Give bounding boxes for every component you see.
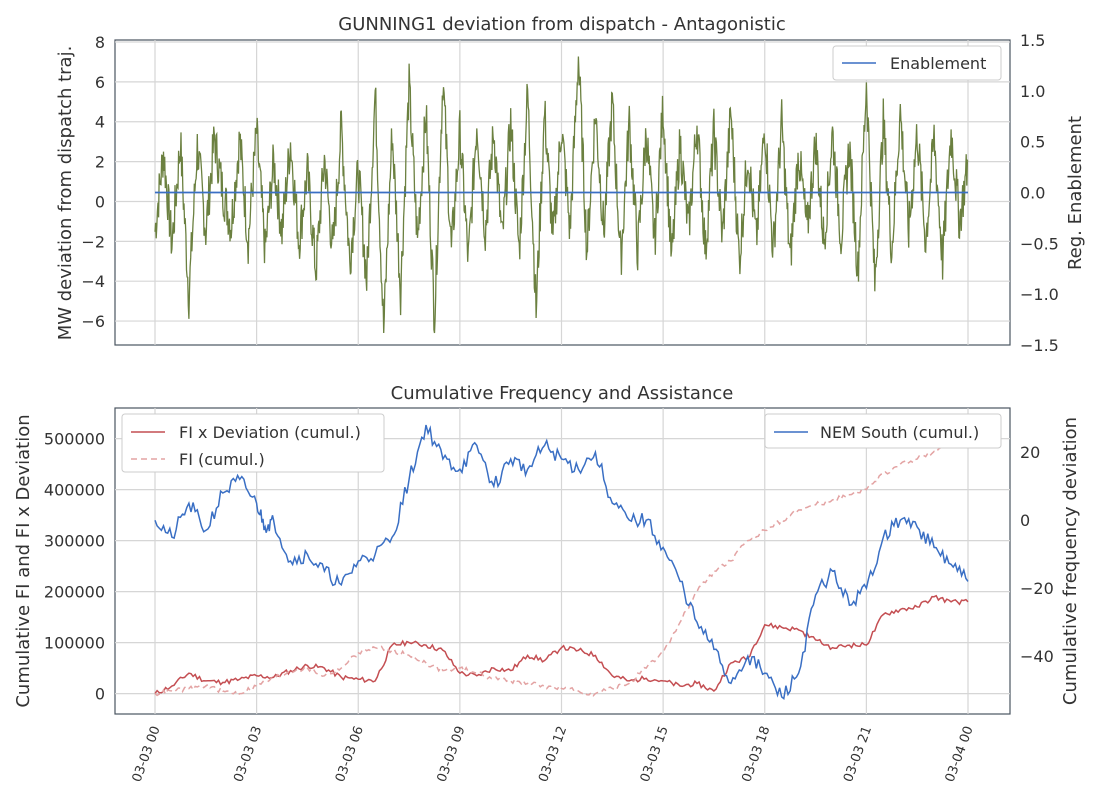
bottom-legend-right: NEM South (cumul.) — [764, 413, 1002, 449]
top-right-y-tick-label: 0.5 — [1020, 133, 1045, 152]
top-right-y-tick-label: 0.0 — [1020, 184, 1045, 203]
bottom-left-y-tick-label: 100000 — [44, 634, 105, 653]
bottom-right-y-axis-label: Cumulative frequency deviation — [1060, 417, 1081, 705]
bottom-left-y-tick-label: 400000 — [44, 481, 105, 500]
bottom-right-y-tick-label: −40 — [1020, 647, 1054, 666]
legend-label-fi: FI (cumul.) — [179, 450, 265, 469]
top-right-y-tick-label: −1.5 — [1020, 336, 1059, 355]
bottom-legend-right-box — [764, 413, 1002, 449]
bottom-left-y-tick-label: 300000 — [44, 532, 105, 551]
bottom-left-y-tick-label: 500000 — [44, 430, 105, 449]
top-left-y-tick-label: 8 — [95, 33, 105, 52]
legend-label-fi-x-deviation: FI x Deviation (cumul.) — [179, 423, 361, 442]
top-series — [154, 56, 969, 334]
bottom-right-y-tick-label: −20 — [1020, 579, 1054, 598]
top-legend: Enablement — [832, 45, 1002, 81]
bottom-right-y-tick-label: 0 — [1020, 511, 1030, 530]
bottom-right-y-tick-label: 20 — [1020, 443, 1040, 462]
top-right-y-ticks: 1.5 1.0 0.5 0.0 −0.5 −1.0 −1.5 — [1020, 31, 1059, 355]
bottom-series — [154, 424, 969, 700]
bottom-right-y-ticks: 20 0 −20 −40 — [1020, 443, 1054, 666]
top-legend-label-enablement: Enablement — [890, 54, 986, 73]
bottom-x-tick-label: 03-03 18 — [739, 724, 773, 784]
bottom-x-tick-label: 03-03 09 — [435, 724, 469, 784]
bottom-chart: 500000 400000 300000 200000 100000 0 20 0 −20 −4… — [13, 383, 1081, 784]
top-gridlines — [115, 40, 1010, 345]
series-line-fi — [154, 435, 969, 697]
top-right-y-tick-label: 1.0 — [1020, 82, 1045, 101]
top-right-y-tick-label: 1.5 — [1020, 31, 1045, 50]
top-left-y-axis-label: MW deviation from dispatch traj. — [55, 46, 76, 341]
top-left-y-tick-label: 6 — [95, 73, 105, 92]
top-left-y-tick-label: −4 — [81, 272, 105, 291]
bottom-x-tick-label: 03-04 00 — [943, 724, 977, 784]
series-line-nem-south — [154, 424, 969, 700]
top-right-y-tick-label: −0.5 — [1020, 234, 1059, 253]
top-left-y-tick-label: 0 — [95, 192, 105, 211]
top-chart-title: GUNNING1 deviation from dispatch - Antag… — [338, 14, 786, 35]
bottom-left-y-tick-label: 200000 — [44, 583, 105, 602]
top-left-y-tick-label: 2 — [95, 153, 105, 172]
bottom-left-y-axis-label: Cumulative FI and FI x Deviation — [13, 414, 34, 707]
legend-label-nem-south: NEM South (cumul.) — [820, 423, 979, 442]
bottom-chart-title: Cumulative Frequency and Assistance — [391, 383, 734, 404]
bottom-x-tick-label: 03-03 03 — [231, 724, 265, 784]
top-right-y-axis-label: Reg. Enablement — [1065, 116, 1086, 270]
bottom-x-tick-label: 03-03 15 — [638, 724, 672, 784]
top-right-y-tick-label: −1.0 — [1020, 285, 1059, 304]
top-left-y-tick-label: −6 — [81, 312, 105, 331]
top-chart: 8 6 4 2 0 −2 −4 −6 1.5 1.0 0.5 0.0 −0.5 −1.0 −1.5 GUN… — [55, 14, 1086, 355]
top-legend-box — [832, 45, 1002, 81]
bottom-x-tick-label: 03-03 00 — [130, 724, 164, 784]
top-left-y-tick-label: 4 — [95, 113, 105, 132]
series-line-fi-x-deviation — [154, 594, 969, 695]
top-left-y-ticks: 8 6 4 2 0 −2 −4 −6 — [81, 33, 105, 331]
bottom-x-tick-label: 03-03 06 — [333, 724, 367, 784]
bottom-x-tick-label: 03-03 12 — [536, 724, 570, 784]
bottom-left-y-tick-label: 0 — [95, 685, 105, 704]
bottom-legend-left: FI x Deviation (cumul.) FI (cumul.) — [121, 413, 385, 473]
bottom-legend-left-box — [121, 413, 385, 473]
series-line-deviation — [154, 56, 969, 334]
bottom-x-tick-label: 03-03 21 — [841, 724, 875, 784]
top-left-y-tick-label: −2 — [81, 232, 105, 251]
bottom-left-y-ticks: 500000 400000 300000 200000 100000 0 — [44, 430, 105, 704]
bottom-x-ticks: 03-03 00 03-03 03 03-03 06 03-03 09 03-03 12… — [130, 724, 977, 784]
